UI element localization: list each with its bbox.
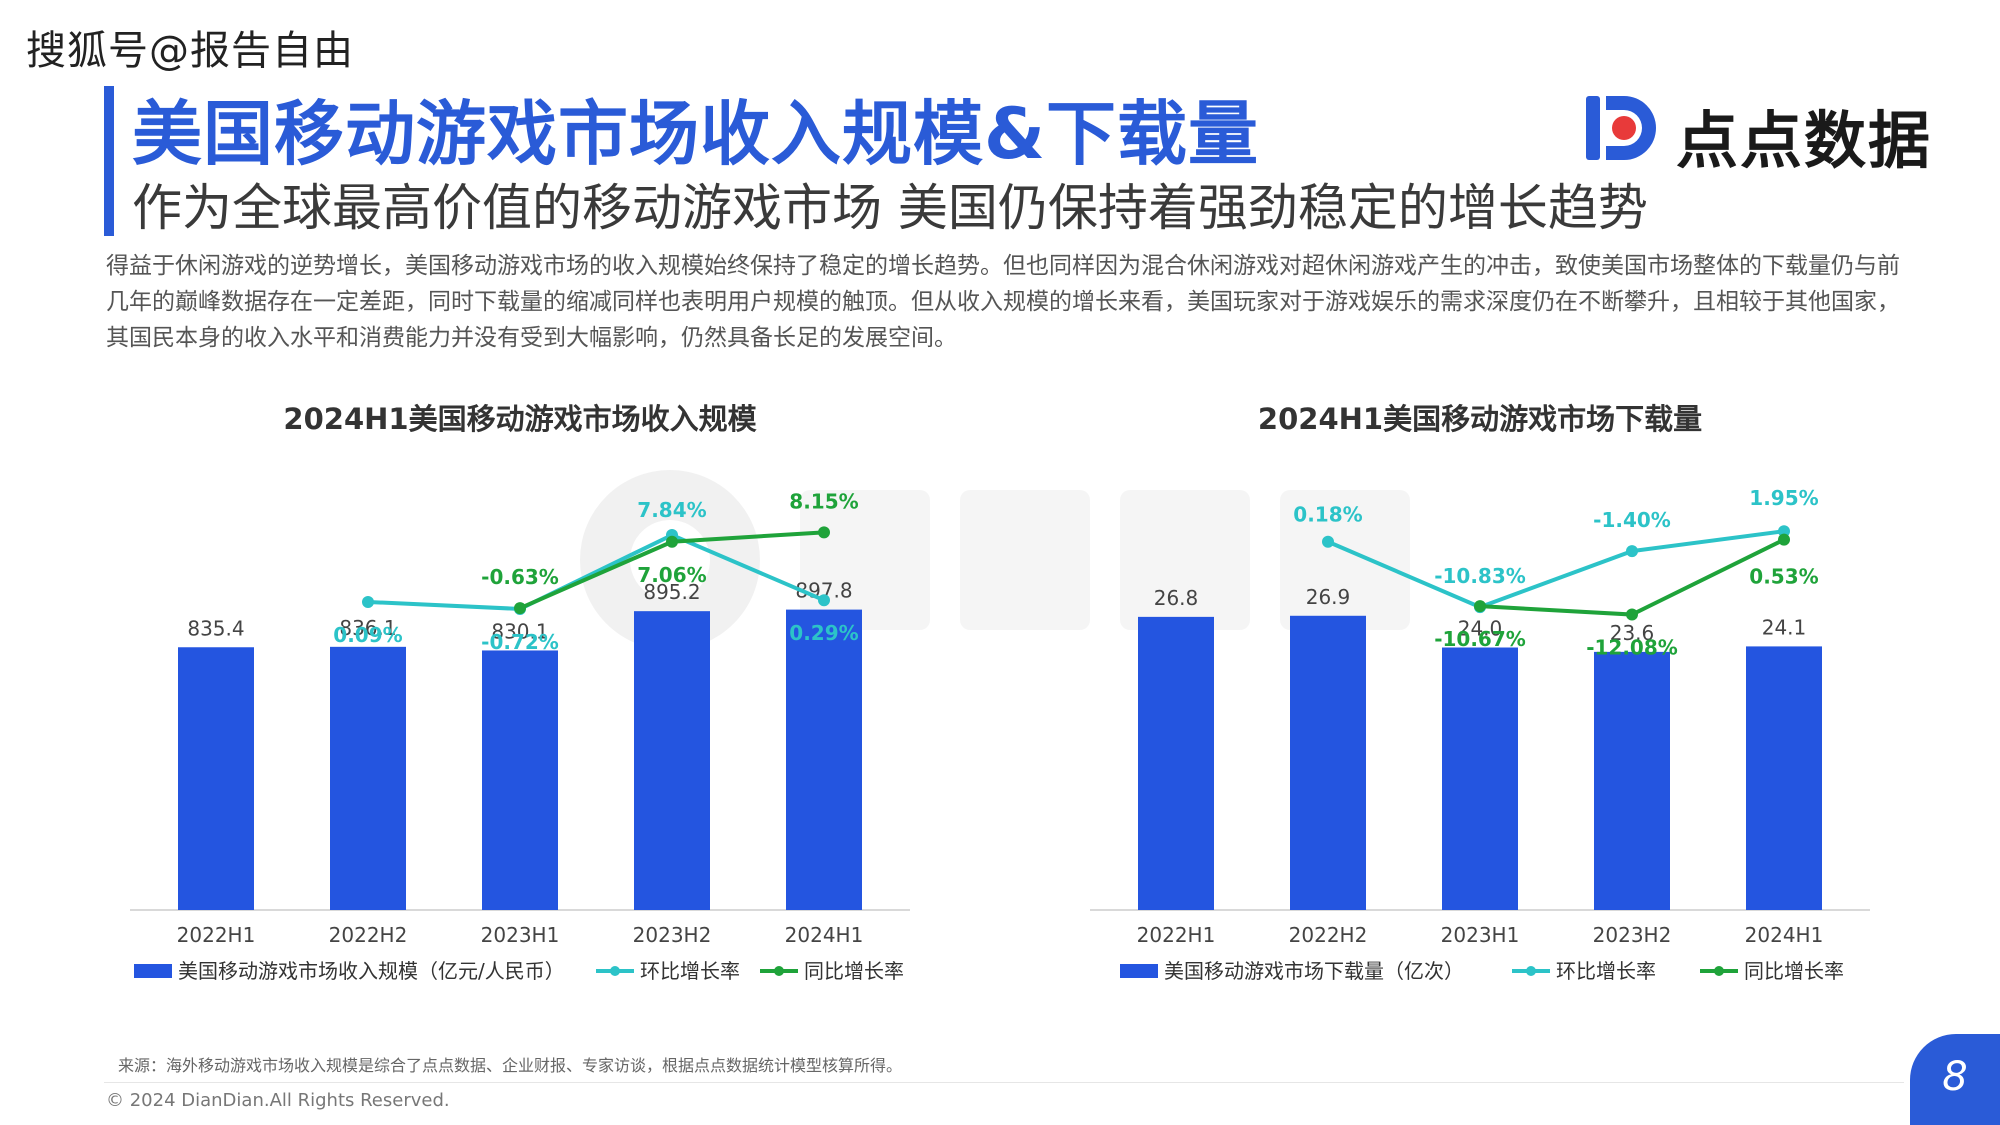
page-subtitle: 作为全球最高价值的移动游戏市场 美国仍保持着强劲稳定的增长趋势 <box>132 179 1648 237</box>
bar <box>178 647 254 910</box>
bar <box>786 609 862 910</box>
bar-value-label: 24.0 <box>1458 617 1503 641</box>
qoq-label: -10.83% <box>1434 564 1526 588</box>
yoy-label: 8.15% <box>789 489 858 513</box>
legend-bar-swatch <box>1120 964 1158 978</box>
x-tick-label: 2022H2 <box>329 923 408 947</box>
qoq-point <box>1778 525 1790 538</box>
legend-qoq-marker <box>610 966 620 976</box>
x-tick-label: 2022H1 <box>1137 923 1216 947</box>
qoq-point <box>1322 535 1334 548</box>
x-tick-label: 2022H2 <box>1289 923 1368 947</box>
bar <box>634 611 710 910</box>
bar <box>1746 646 1822 910</box>
legend-yoy-label: 同比增长率 <box>804 959 904 983</box>
legend-bar-label: 美国移动游戏市场收入规模（亿元/人民币） <box>178 959 565 983</box>
page-number-tab: 8 <box>1910 1034 2000 1125</box>
bar-value-label: 836.1 <box>339 616 396 640</box>
title-accent-bar <box>104 86 114 236</box>
page-number: 8 <box>1942 1054 1968 1100</box>
bar-value-label: 24.1 <box>1762 615 1807 639</box>
x-tick-label: 2024H1 <box>785 923 864 947</box>
chart-title-revenue: 2024H1美国移动游戏市场收入规模 <box>283 402 757 436</box>
qoq-label: 7.84% <box>637 498 706 522</box>
bar-value-label: 23.6 <box>1610 621 1655 645</box>
intro-paragraph: 得益于休闲游戏的逆势增长，美国移动游戏市场的收入规模始终保持了稳定的增长趋势。但… <box>106 248 1906 356</box>
page-title: 美国移动游戏市场收入规模&下载量 <box>132 93 1260 175</box>
source-watermark: 搜狐号@报告自由 <box>26 28 354 74</box>
qoq-line <box>367 532 825 611</box>
downloads-chart: 26.8 2022H1 26.9 2022H2 24.0 2023H1 23.6 2023H2… <box>1090 486 1870 983</box>
qoq-label: 1.95% <box>1749 486 1818 510</box>
intro-line: 其国民本身的收入水平和消费能力并没有受到大幅影响，仍然具备长足的发展空间。 <box>106 325 957 351</box>
qoq-label: 0.29% <box>789 621 858 645</box>
background-logo-watermark <box>580 470 1410 650</box>
qoq-label: 0.18% <box>1293 503 1362 527</box>
bar <box>1442 647 1518 910</box>
source-note: 来源：海外移动游戏市场收入规模是综合了点点数据、企业财报、专家访谈，根据点点数据… <box>118 1056 903 1075</box>
yoy-point <box>514 602 526 615</box>
x-tick-label: 2023H2 <box>633 923 712 947</box>
yoy-point <box>666 535 678 548</box>
diandian-logo-icon <box>1586 96 1656 160</box>
x-tick-label: 2024H1 <box>1745 923 1824 947</box>
qoq-line <box>1327 529 1785 610</box>
bar <box>482 650 558 910</box>
legend-qoq-label: 环比增长率 <box>640 959 740 983</box>
x-tick-label: 2022H1 <box>177 923 256 947</box>
legend-qoq-marker <box>1526 966 1536 976</box>
yoy-point <box>1778 533 1790 546</box>
qoq-label: -0.72% <box>481 630 559 654</box>
yoy-label: -12.08% <box>1586 636 1678 660</box>
intro-line: 几年的巅峰数据存在一定差距，同时下载量的缩减同样也表明用户规模的触顶。但从收入规… <box>106 289 1900 315</box>
yoy-label: -0.63% <box>481 565 559 589</box>
bar-value-label: 895.2 <box>643 580 700 604</box>
legend-yoy-label: 同比增长率 <box>1744 959 1844 983</box>
yoy-point <box>1626 608 1638 621</box>
qoq-point <box>818 594 830 607</box>
yoy-point <box>818 526 830 539</box>
chart-title-downloads: 2024H1美国移动游戏市场下载量 <box>1257 402 1703 436</box>
logo-text: 点点数据 <box>1676 104 1933 177</box>
footer-divider <box>104 1082 1904 1083</box>
legend-yoy-marker <box>1714 966 1724 976</box>
revenue-chart: 835.4 2022H1 836.1 2022H2 830.1 2023H1 895.2 20… <box>130 489 910 983</box>
bar <box>1290 615 1366 910</box>
yoy-label: -10.67% <box>1434 627 1526 651</box>
bar-value-label: 26.9 <box>1306 585 1351 609</box>
bar-value-label: 830.1 <box>491 619 548 643</box>
yoy-label: 0.53% <box>1749 565 1818 589</box>
qoq-label: -1.40% <box>1593 508 1671 532</box>
legend-bar-swatch <box>134 964 172 978</box>
bar-value-label: 835.4 <box>187 616 244 640</box>
yoy-label: 7.06% <box>637 563 706 587</box>
diandian-logo: 点点数据 <box>1582 88 1930 177</box>
x-tick-label: 2023H2 <box>1593 923 1672 947</box>
x-tick-label: 2023H1 <box>481 923 560 947</box>
intro-line: 得益于休闲游戏的逆势增长，美国移动游戏市场的收入规模始终保持了稳定的增长趋势。但… <box>106 253 1900 279</box>
bar <box>1594 651 1670 910</box>
x-tick-label: 2023H1 <box>1441 923 1520 947</box>
bar-value-label: 26.8 <box>1154 586 1199 610</box>
qoq-point <box>362 595 374 608</box>
qoq-label: 0.09% <box>333 623 402 647</box>
yoy-point <box>1474 600 1486 613</box>
legend-qoq-label: 环比增长率 <box>1556 959 1656 983</box>
bar <box>330 646 406 910</box>
legend-bar-label: 美国移动游戏市场下载量（亿次） <box>1164 959 1464 983</box>
copyright: © 2024 DianDian.All Rights Reserved. <box>106 1090 450 1111</box>
legend-yoy-marker <box>774 966 784 976</box>
bar <box>1138 616 1214 910</box>
qoq-point <box>1626 545 1638 558</box>
